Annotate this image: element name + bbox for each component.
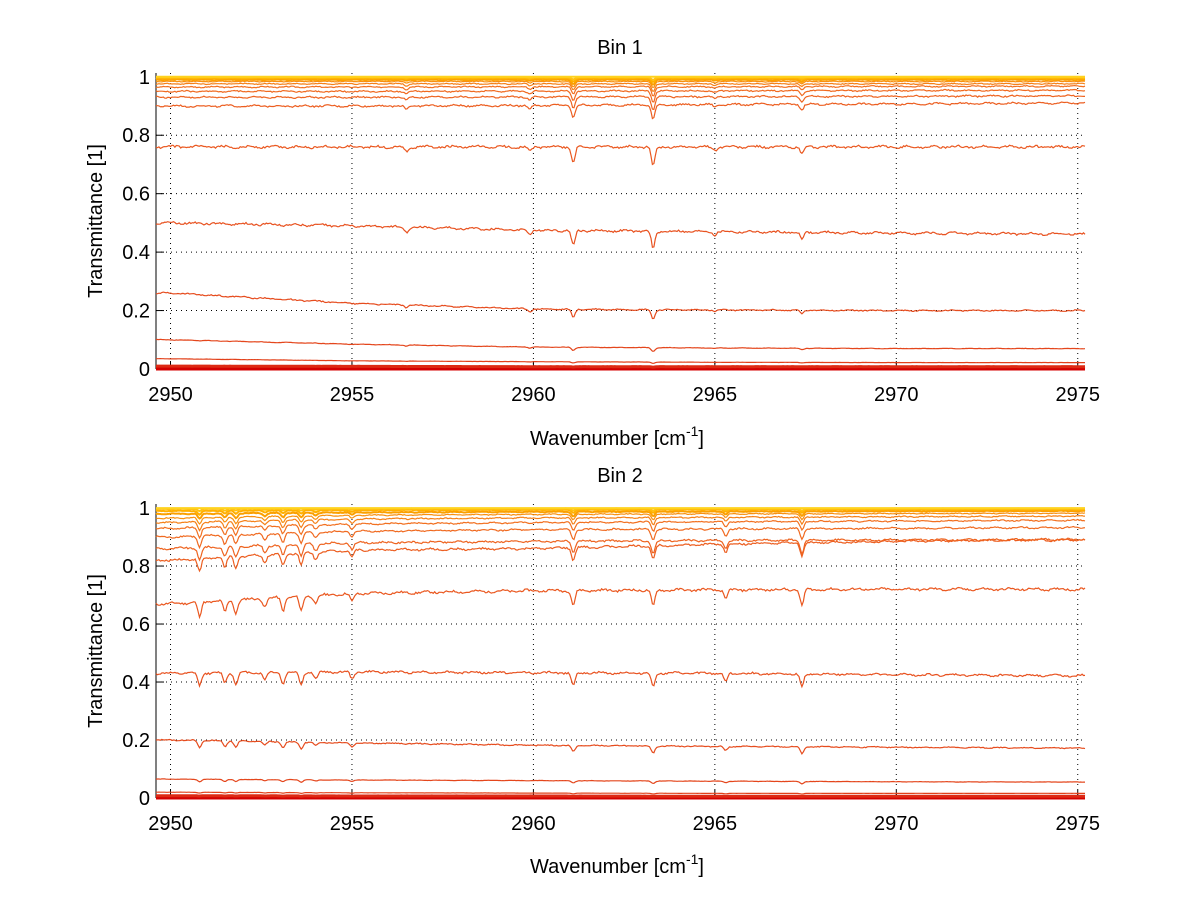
series-line-s12 xyxy=(155,221,1086,249)
series-line-s15 xyxy=(156,357,1085,364)
series-line-s6 xyxy=(155,514,1086,532)
plot-title: Bin 2 xyxy=(597,465,643,487)
series-line-s15 xyxy=(156,791,1085,795)
series-line-s10 xyxy=(155,101,1086,120)
x-tick-label: 2965 xyxy=(693,384,738,406)
series-line-s16 xyxy=(156,364,1086,369)
x-tick-label: 2955 xyxy=(330,384,375,406)
series-line-s5 xyxy=(155,80,1086,88)
series-line-s4 xyxy=(156,78,1086,86)
series-line-s4 xyxy=(155,509,1086,520)
y-tick-label: 1 xyxy=(139,498,150,520)
x-axis-label-sup: -1 xyxy=(686,423,699,439)
y-tick-label: 0.2 xyxy=(122,730,150,752)
series-line-s11 xyxy=(155,586,1086,620)
x-tick-label: 2970 xyxy=(874,813,919,835)
y-tick-label: 0.4 xyxy=(122,672,150,694)
plot-bin-2: Bin 2 Transmittance [1] Wavenumber [cm-1… xyxy=(85,465,1100,878)
y-tick-label: 0 xyxy=(139,359,150,381)
x-tick-label: 2975 xyxy=(1055,813,1100,835)
series-line-s8 xyxy=(155,88,1086,103)
series-line-s9 xyxy=(155,94,1085,111)
series-line-s7 xyxy=(155,518,1086,540)
series-line-s13 xyxy=(155,738,1086,756)
series-line-s8 xyxy=(155,525,1086,550)
x-tick-label: 2950 xyxy=(148,384,193,406)
x-axis-label-main: Wavenumber [cm xyxy=(530,856,686,878)
series-line-s7 xyxy=(155,84,1086,97)
series-line-s14 xyxy=(155,778,1085,785)
y-tick-label: 0.4 xyxy=(122,242,150,264)
series-line-s3 xyxy=(155,76,1085,83)
plot-title: Bin 1 xyxy=(597,37,643,59)
y-tick-label: 0.8 xyxy=(122,556,150,578)
series-line-s5 xyxy=(155,512,1086,525)
x-tick-label: 2965 xyxy=(693,813,738,835)
x-axis-label-main: Wavenumber [cm xyxy=(530,428,686,450)
x-tick-label: 2970 xyxy=(874,384,919,406)
series-line-s10 xyxy=(155,538,1086,573)
y-axis-label: Transmittance [1] xyxy=(85,574,107,728)
series-line-s16 xyxy=(156,794,1086,799)
x-tick-label: 2955 xyxy=(330,813,375,835)
series-line-s9 xyxy=(155,537,1086,562)
y-tick-label: 0.6 xyxy=(122,614,150,636)
x-tick-label: 2975 xyxy=(1055,384,1100,406)
x-tick-label: 2960 xyxy=(511,813,556,835)
y-tick-label: 0.6 xyxy=(122,184,150,206)
y-tick-label: 0 xyxy=(139,788,150,810)
x-axis-label-end: ] xyxy=(698,856,704,878)
y-tick-label: 0.2 xyxy=(122,301,150,323)
plot-bin-1: Bin 1 Transmittance [1] Wavenumber [cm-1… xyxy=(85,37,1100,450)
x-tick-label: 2950 xyxy=(148,813,193,835)
series-line-s14 xyxy=(156,338,1086,352)
y-tick-label: 1 xyxy=(139,67,150,89)
series-line-s11 xyxy=(155,144,1086,166)
series-line-s12 xyxy=(155,669,1086,689)
x-axis-label-end: ] xyxy=(698,428,704,450)
x-axis-label: Wavenumber [cm-1] xyxy=(530,851,704,878)
x-tick-label: 2960 xyxy=(511,384,556,406)
series-line-s13 xyxy=(155,291,1086,320)
y-axis-label: Transmittance [1] xyxy=(85,144,107,298)
series-line-s6 xyxy=(155,82,1086,92)
y-tick-label: 0.8 xyxy=(122,125,150,147)
x-axis-label: Wavenumber [cm-1] xyxy=(530,423,704,450)
x-axis-label-sup: -1 xyxy=(686,851,699,867)
